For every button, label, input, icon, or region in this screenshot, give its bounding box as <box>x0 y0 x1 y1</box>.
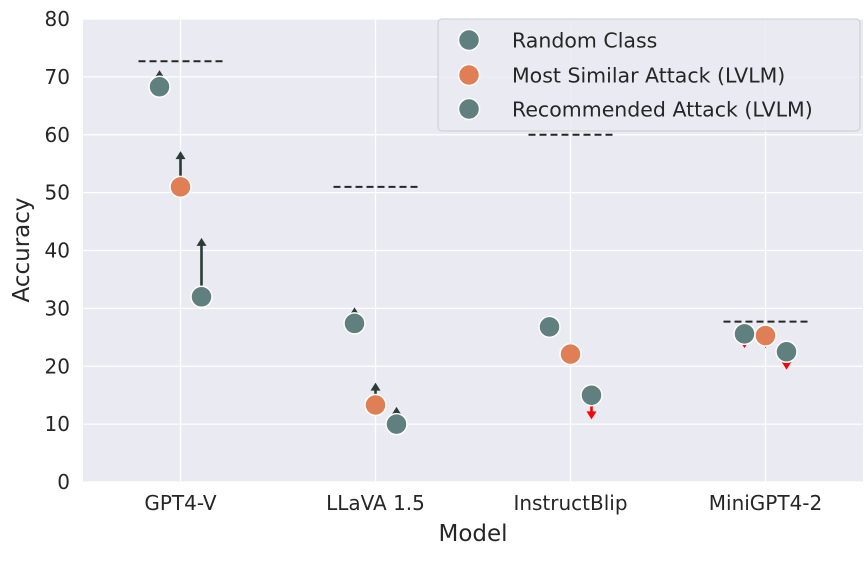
x-tick-labels: GPT4-V LLaVA 1.5 InstructBlip MiniGPT4-2 <box>144 491 822 515</box>
y-tick-label: 10 <box>45 412 70 436</box>
legend-label-random-class: Random Class <box>512 29 657 53</box>
change-arrow-head <box>781 361 792 370</box>
legend-marker-random-class <box>457 28 481 52</box>
x-tick-label: InstructBlip <box>513 491 627 515</box>
y-tick-label: 20 <box>45 354 70 378</box>
change-arrow-head <box>196 237 207 246</box>
x-tick-label: LLaVA 1.5 <box>326 491 425 515</box>
legend-marker-recommended <box>457 97 481 121</box>
data-point <box>754 324 777 347</box>
x-axis-label: Model <box>438 521 507 547</box>
change-arrow-head <box>391 406 402 415</box>
data-points <box>148 75 798 436</box>
data-point <box>385 412 408 436</box>
legend-marker-most-similar <box>457 63 481 87</box>
y-tick-label: 80 <box>45 7 70 31</box>
y-tick-label: 0 <box>57 470 70 494</box>
baseline-markers <box>138 60 808 323</box>
change-arrow-head <box>370 382 381 391</box>
data-point <box>775 340 798 364</box>
data-point <box>538 315 561 339</box>
y-axis-label: Accuracy <box>9 197 35 302</box>
legend-label-recommended: Recommended Attack (LVLM) <box>512 98 813 122</box>
data-point <box>169 175 192 199</box>
data-point <box>733 322 756 346</box>
y-tick-label: 50 <box>45 181 70 205</box>
x-tick-label: MiniGPT4-2 <box>709 491 823 515</box>
y-tick-label: 70 <box>45 65 70 89</box>
y-tick-label: 30 <box>45 296 70 320</box>
change-arrow-head <box>586 411 597 420</box>
data-point <box>559 342 582 366</box>
data-point <box>364 393 387 417</box>
data-point <box>580 383 603 407</box>
legend-label-most-similar: Most Similar Attack (LVLM) <box>512 64 785 88</box>
y-tick-labels: 0 10 20 30 40 50 60 70 80 <box>45 7 70 494</box>
data-point <box>343 312 366 335</box>
data-point <box>190 285 213 309</box>
change-arrow-head <box>175 151 186 160</box>
x-tick-label: GPT4-V <box>144 491 217 515</box>
legend-box <box>437 18 861 132</box>
data-point <box>148 75 171 98</box>
legend: Random Class Most Similar Attack (LVLM) … <box>437 18 861 132</box>
y-tick-label: 60 <box>45 123 70 147</box>
y-tick-label: 40 <box>45 239 70 263</box>
